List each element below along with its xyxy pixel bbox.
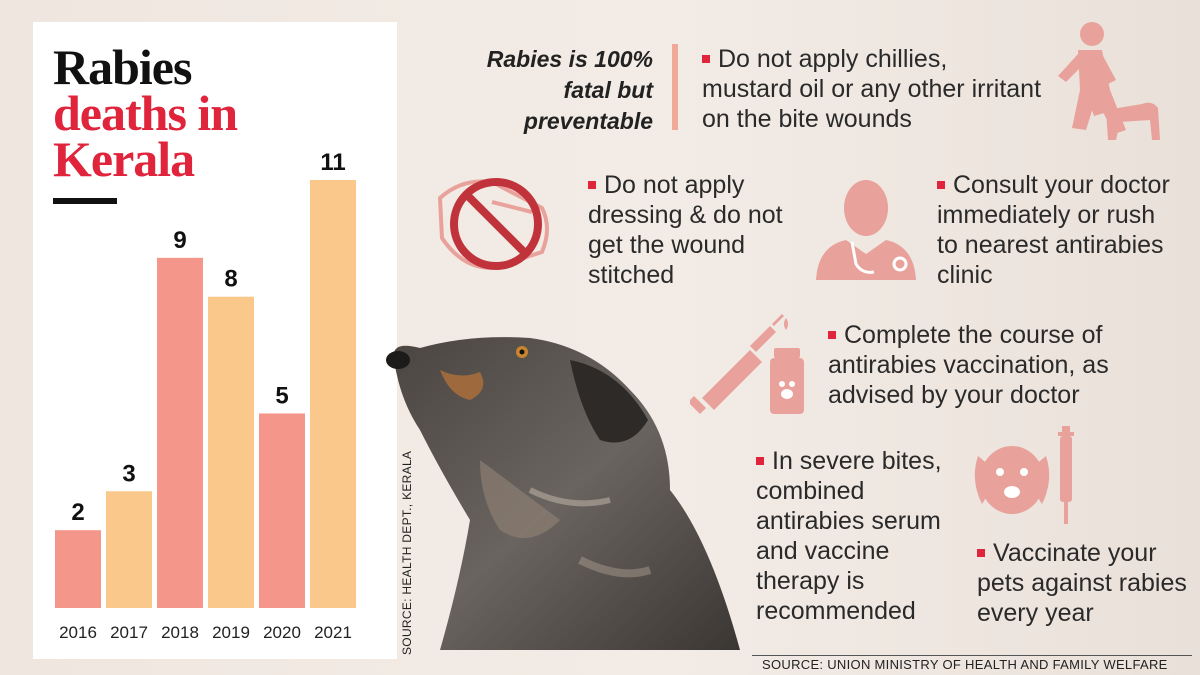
bullet bbox=[937, 181, 945, 189]
bullet bbox=[702, 55, 710, 63]
title-line-3: Kerala bbox=[53, 131, 195, 187]
data-label-2020: 5 bbox=[275, 382, 288, 409]
tip-severe-bites: In severe bites, combined antirabies ser… bbox=[756, 446, 966, 626]
title-line-2: deaths in bbox=[53, 85, 238, 141]
tip-text: Do not apply chillies, mustard oil or an… bbox=[702, 45, 1042, 133]
tip-vaccination: Complete the course of antirabies vaccin… bbox=[828, 320, 1148, 410]
tip-text: Complete the course of antirabies vaccin… bbox=[828, 321, 1109, 409]
tip-text: In severe bites, combined antirabies ser… bbox=[756, 447, 942, 625]
chart-panel: Rabies deaths in Kerala 2 2016 3 2017 9 2018 8… bbox=[33, 22, 397, 659]
bar-2019 bbox=[208, 296, 254, 608]
bullet bbox=[588, 181, 596, 189]
no-bandage-icon bbox=[437, 178, 549, 271]
tip-dressing: Do not apply dressing & do not get the w… bbox=[588, 170, 788, 290]
bullet bbox=[828, 331, 836, 339]
bullet bbox=[756, 457, 764, 465]
dog-illustration bbox=[386, 337, 740, 650]
tip-text: Consult your doctor immediately or rush … bbox=[937, 171, 1170, 289]
bar-2021 bbox=[310, 180, 356, 608]
fatal-headline: Rabies is 100% fatal but preventable bbox=[486, 46, 653, 134]
dog-face-syringe-icon bbox=[974, 426, 1074, 524]
x-tick-label-2016: 2016 bbox=[59, 623, 97, 642]
tip-irritant: Do not apply chillies, mustard oil or an… bbox=[702, 44, 1042, 134]
chart-title: Rabies deaths in Kerala bbox=[53, 39, 238, 187]
x-tick-label-2018: 2018 bbox=[161, 623, 199, 642]
x-tick-label-2017: 2017 bbox=[110, 623, 148, 642]
headline-divider bbox=[672, 44, 678, 130]
person-dog-icon bbox=[1058, 22, 1160, 140]
data-label-2016: 2 bbox=[71, 499, 84, 526]
title-rule bbox=[53, 198, 117, 204]
tip-text: Do not apply dressing & do not get the w… bbox=[588, 171, 783, 289]
x-tick-label-2019: 2019 bbox=[212, 623, 250, 642]
bar-chart: 2 2016 3 2017 9 2018 8 2019 5 2020 11 2021 bbox=[55, 149, 356, 642]
syringe-vial-icon bbox=[690, 314, 804, 414]
data-label-2019: 8 bbox=[224, 266, 237, 293]
x-tick-label-2020: 2020 bbox=[263, 623, 301, 642]
data-label-2021: 11 bbox=[320, 149, 345, 176]
title-line-1: Rabies bbox=[53, 39, 192, 95]
bar-2020 bbox=[259, 413, 305, 608]
x-tick-label-2021: 2021 bbox=[314, 623, 352, 642]
bar-2018 bbox=[157, 257, 203, 608]
tip-text: Vaccinate your pets against rabies every… bbox=[977, 539, 1187, 627]
tip-pets: Vaccinate your pets against rabies every… bbox=[977, 538, 1187, 628]
bar-2017 bbox=[106, 491, 152, 608]
doctor-icon bbox=[816, 180, 916, 280]
data-label-2017: 3 bbox=[122, 460, 135, 487]
footer-rule bbox=[752, 655, 1192, 656]
bar-2016 bbox=[55, 530, 101, 608]
data-label-2018: 9 bbox=[173, 227, 186, 254]
bullet bbox=[977, 549, 985, 557]
tip-doctor: Consult your doctor immediately or rush … bbox=[937, 170, 1177, 290]
footer-source: SOURCE: UNION MINISTRY OF HEALTH AND FAM… bbox=[762, 657, 1168, 672]
